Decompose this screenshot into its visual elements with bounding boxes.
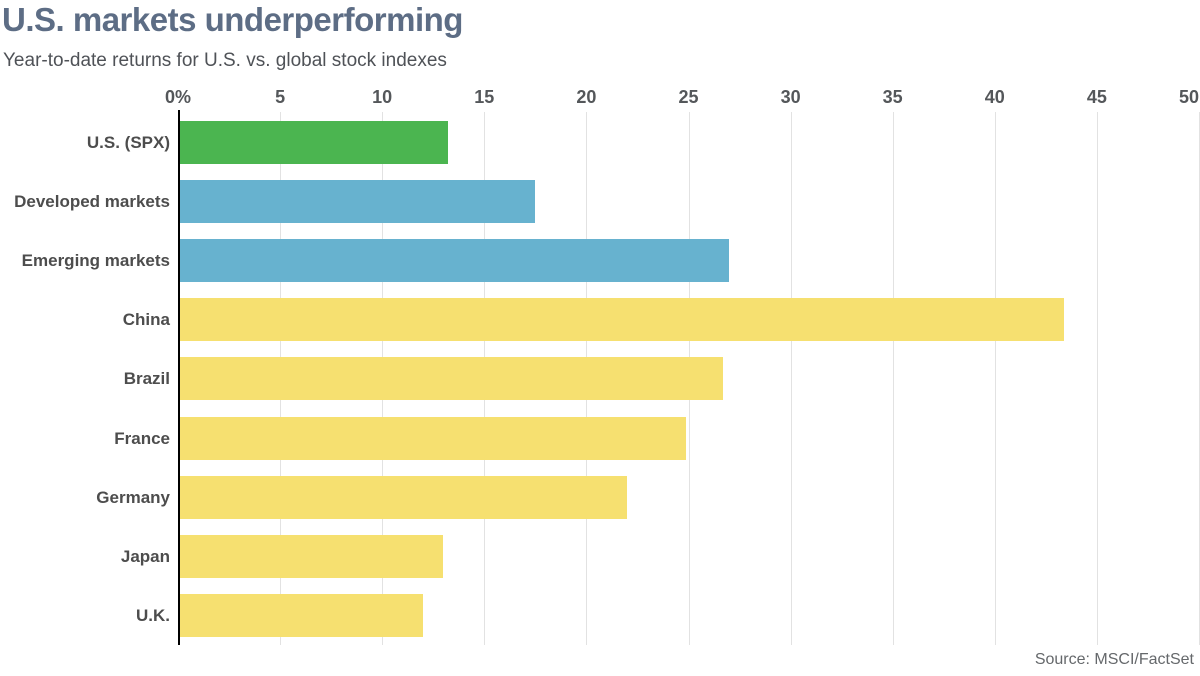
category-label: Japan	[120, 546, 170, 566]
category-label: Emerging markets	[21, 251, 170, 271]
category-label: France	[114, 428, 170, 448]
bar-u-s-spx	[180, 121, 448, 164]
bar-france	[180, 416, 687, 460]
x-tick-label: 45	[1086, 87, 1107, 107]
x-tick-label: 0%	[164, 87, 192, 107]
category-label: Germany	[96, 487, 170, 507]
category-label: U.S. (SPX)	[86, 133, 170, 152]
x-tick-label: 20	[576, 87, 597, 107]
gridline-35	[892, 112, 894, 645]
bar-japan	[180, 534, 444, 578]
source-credit: Source: MSCI/FactSet	[1034, 651, 1194, 668]
bar-emerging-markets	[180, 239, 730, 283]
x-tick-label: 35	[882, 87, 903, 107]
chart-title: U.S. markets underperforming	[2, 1, 463, 38]
x-tick-label: 40	[984, 87, 1005, 107]
bar-brazil	[180, 357, 724, 401]
bar-germany	[180, 475, 628, 519]
x-tick-label: 5	[275, 87, 286, 107]
category-label: Developed markets	[14, 192, 170, 212]
x-tick-label: 25	[678, 87, 699, 107]
gridline-45	[1096, 112, 1098, 645]
x-tick-label: 30	[780, 87, 801, 107]
gridline-30	[790, 112, 792, 645]
x-tick-label: 50	[1178, 87, 1199, 107]
category-label: China	[122, 310, 170, 330]
gridline-40	[994, 112, 996, 645]
y-axis-line	[178, 110, 180, 645]
bar-china	[180, 298, 1065, 342]
x-tick-label: 15	[474, 87, 495, 107]
category-label: U.K.	[136, 605, 170, 625]
category-label: Brazil	[123, 369, 170, 389]
bar-u-k	[180, 593, 424, 637]
chart-subtitle: Year-to-date returns for U.S. vs. global…	[3, 50, 447, 71]
x-tick-label: 10	[372, 87, 393, 107]
bar-developed-markets	[180, 180, 536, 224]
